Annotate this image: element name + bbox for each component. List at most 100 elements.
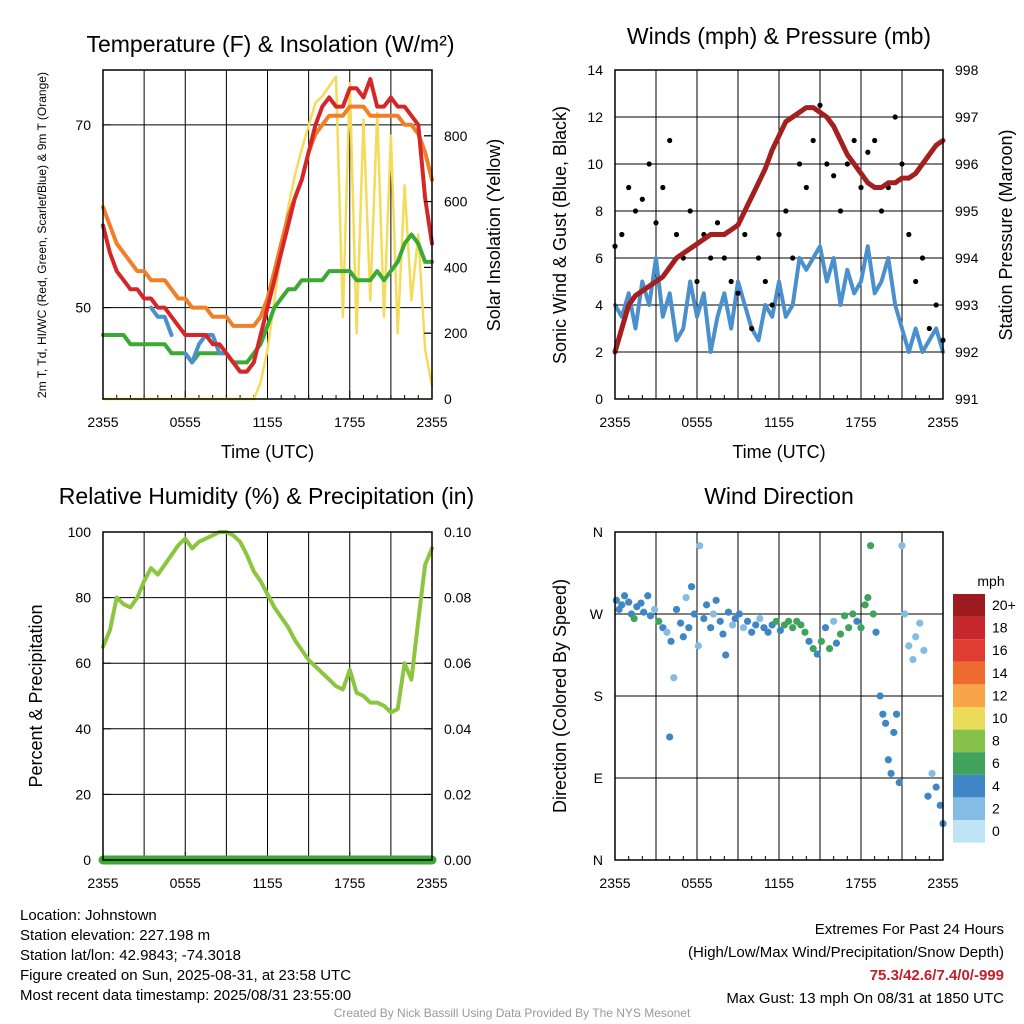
legend-label: 10	[992, 710, 1008, 726]
y-tick-label: N	[593, 524, 603, 540]
gust-point	[872, 137, 878, 144]
plot-border-1	[102, 69, 433, 400]
wind-direction-point	[666, 733, 674, 741]
y2-tick-label: 400	[444, 259, 468, 275]
legend-label: 2	[992, 800, 1000, 816]
y-tick-label: 70	[75, 117, 91, 133]
gust-point	[721, 255, 727, 261]
x-tick-label: 0555	[681, 414, 712, 430]
wind-direction-point	[898, 542, 906, 550]
x-tick-label: 1155	[764, 414, 794, 430]
wind-direction-point	[936, 801, 944, 809]
wind-direction-point	[655, 617, 663, 625]
wind-direction-point	[739, 624, 748, 632]
y-tick-label: 8	[595, 203, 603, 219]
y2-tick-label: 0.04	[444, 721, 471, 737]
y2-tick-label: 0.02	[444, 786, 471, 802]
gust-point	[817, 102, 823, 108]
gust-point	[667, 137, 673, 144]
plot-border-2	[614, 69, 944, 400]
wind-direction-point	[679, 633, 687, 641]
wind-direction-point	[772, 617, 780, 625]
gust-point	[865, 149, 871, 155]
wind-direction-point	[825, 645, 834, 653]
location-text: Location: Johnstown	[20, 907, 157, 924]
y2-tick-label: 996	[955, 156, 979, 172]
gust-point	[803, 184, 809, 191]
y2-tick-label: 0.06	[444, 655, 471, 671]
wind-direction-point	[690, 610, 698, 618]
wind-direction-point	[748, 628, 756, 636]
y-tick-label: 6	[595, 250, 603, 266]
wind-direction-point	[735, 610, 743, 618]
y-tick-label: 20	[75, 786, 91, 802]
gust-point	[796, 161, 803, 167]
wind-direction-point	[709, 610, 718, 618]
y2-tick-label: 995	[955, 203, 979, 219]
legend-swatch	[953, 594, 985, 617]
legend-swatch	[953, 729, 985, 753]
wind-direction-point	[809, 645, 817, 653]
x-tick-label: 2355	[87, 875, 118, 891]
wind-direction-point	[916, 619, 924, 627]
x-tick-label: 1155	[252, 414, 282, 430]
credit-text: Created By Nick Bassill Using Data Provi…	[333, 1006, 691, 1020]
wind-direction-point	[932, 783, 940, 791]
wind-direction-point	[630, 614, 638, 623]
y2-tick-label: 997	[955, 109, 979, 125]
wind-direction-point	[789, 624, 797, 632]
x-axis-label: Time (UTC)	[732, 442, 825, 462]
x-tick-label: 2355	[927, 875, 958, 891]
legend-swatch	[953, 752, 985, 775]
y-tick-label: 14	[587, 62, 603, 78]
legend-label: 18	[992, 620, 1008, 636]
gust-point	[769, 302, 775, 308]
y-tick-label: 0	[83, 852, 91, 868]
legend-swatch	[953, 820, 985, 843]
wind-direction-point	[905, 642, 913, 650]
gust-point	[755, 255, 762, 261]
y-tick-label: S	[594, 688, 603, 704]
max-gust-text: Max Gust: 13 mph On 08/31 at 1850 UTC	[726, 990, 1004, 1007]
gust-point	[728, 278, 734, 285]
gust-point	[906, 231, 912, 238]
y-tick-label: 80	[75, 590, 91, 606]
gust-point	[858, 184, 864, 191]
wind-direction-point	[707, 624, 715, 632]
wind-direction-point	[687, 583, 696, 591]
wind-direction-point	[784, 617, 793, 625]
wind-direction-point	[830, 617, 838, 625]
wind-direction-point	[884, 756, 892, 764]
y-tick-label: W	[590, 606, 604, 622]
wind-direction-point	[702, 601, 711, 609]
x-tick-label: 1155	[764, 875, 794, 891]
y2-tick-label: 600	[444, 194, 468, 210]
wind-direction-point	[901, 610, 909, 618]
wind-direction-point	[620, 592, 629, 600]
gust-point	[735, 290, 741, 296]
x-tick-label: 1755	[845, 414, 876, 430]
y-tick-label: N	[593, 852, 603, 868]
gust-point	[673, 231, 680, 238]
extremes-title: Extremes For Past 24 Hours	[814, 921, 1004, 938]
legend-label: 4	[992, 778, 1000, 794]
wind-direction-point	[663, 628, 671, 636]
y2-tick-label: 200	[444, 325, 468, 341]
y2-axis-label-pressure: Station Pressure (Maroon)	[996, 129, 1016, 340]
y2-tick-label: 0.08	[444, 590, 471, 606]
gust-point	[653, 220, 659, 226]
x-tick-label: 2355	[599, 414, 630, 430]
station-info-block: Location: Johnstown Station elevation: 2…	[20, 906, 351, 1006]
chart-title-winds: Winds (mph) & Pressure (mb)	[627, 23, 931, 49]
wind-direction-point	[841, 612, 849, 620]
y-tick-label: 50	[75, 300, 91, 316]
legend-title: mph	[977, 573, 1004, 589]
gust-point	[639, 196, 645, 202]
wind-direction-point	[719, 630, 727, 638]
extremes-block: Extremes For Past 24 Hours (High/Low/Max…	[688, 918, 1004, 1010]
gust-point	[632, 208, 639, 214]
legend-label: 14	[992, 665, 1008, 681]
x-tick-label: 1155	[252, 875, 282, 891]
chart-title-temperature: Temperature (F) & Insolation (W/m²)	[86, 31, 454, 57]
